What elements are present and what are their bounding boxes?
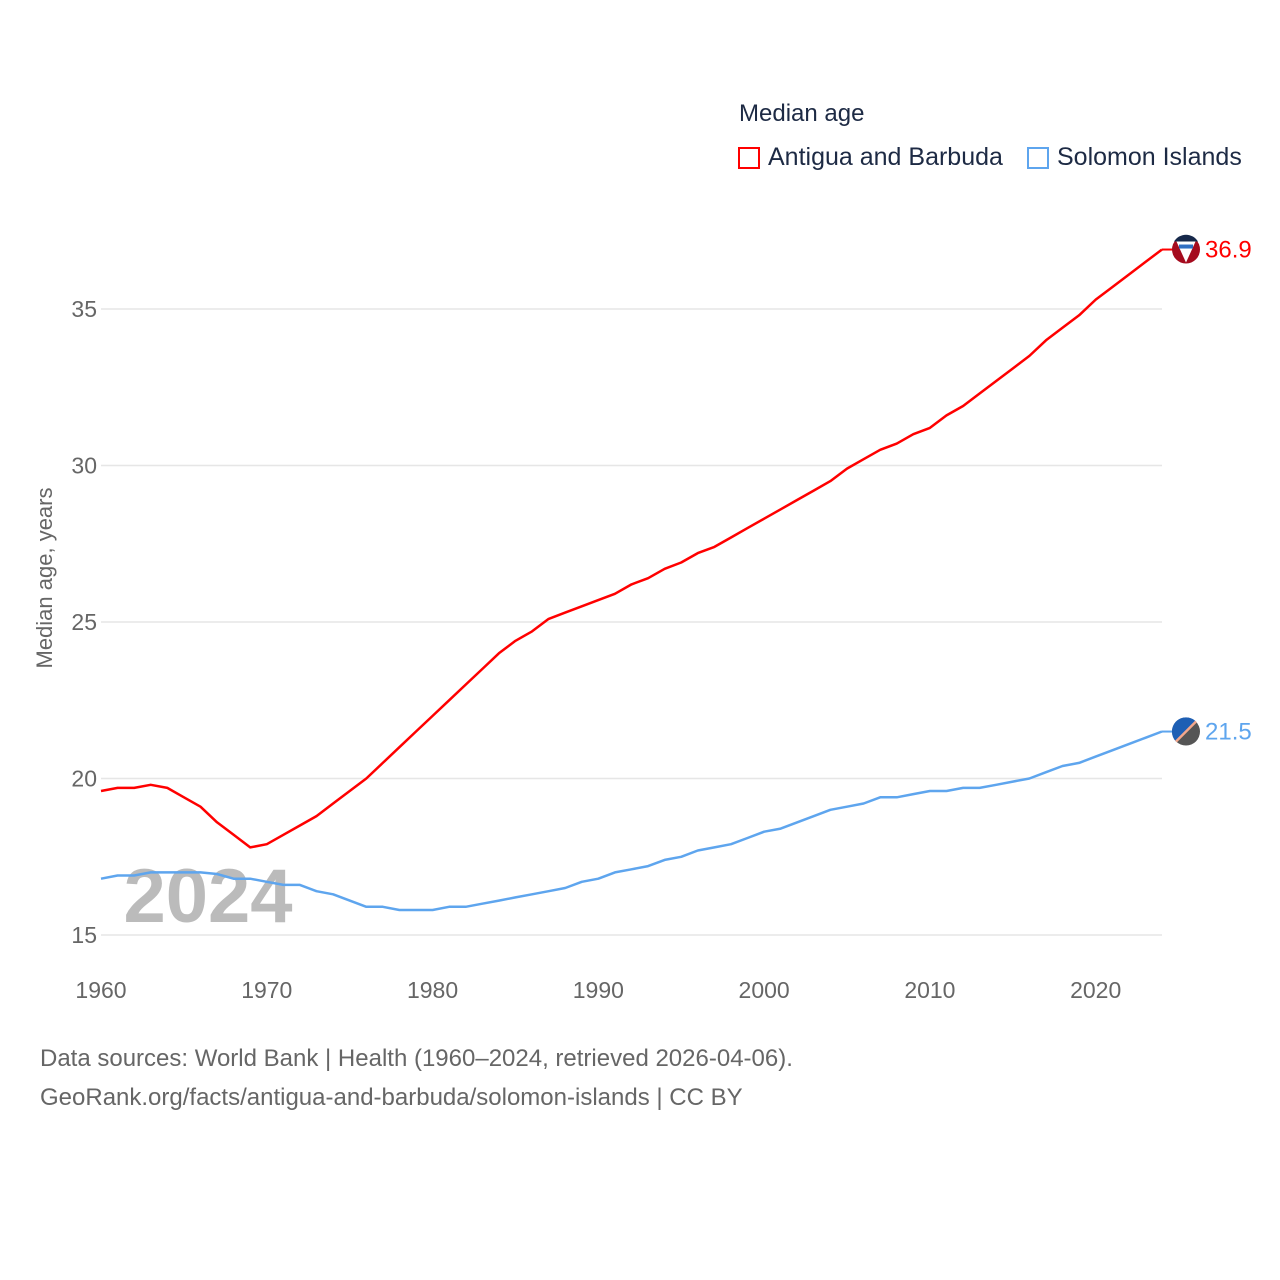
flag-stripe — [1175, 720, 1197, 743]
x-tick-label: 1990 — [573, 977, 624, 1003]
end-value-label: 21.5 — [1205, 719, 1252, 746]
x-tick-label: 1980 — [407, 977, 458, 1003]
x-tick-label: 2020 — [1070, 977, 1121, 1003]
y-tick-label: 30 — [71, 453, 97, 479]
legend-label: Antigua and Barbuda — [768, 143, 1003, 171]
x-tick-label: 1960 — [75, 977, 126, 1003]
x-tick-label: 2000 — [739, 977, 790, 1003]
year-watermark: 2024 — [123, 854, 292, 939]
legend-swatch — [1027, 146, 1049, 169]
flag-blue — [1171, 717, 1196, 742]
end-value-label: 36.9 — [1205, 237, 1252, 264]
y-tick-label: 25 — [71, 609, 97, 635]
flag-top — [1174, 234, 1198, 242]
legend-swatch — [738, 146, 760, 169]
flag-band — [1179, 244, 1193, 249]
y-tick-label: 15 — [71, 922, 97, 948]
x-tick-label: 2010 — [904, 977, 955, 1003]
series-line-solomon-islands — [100, 730, 1163, 912]
y-tick-label: 20 — [71, 766, 97, 792]
legend-item-antigua[interactable]: Antigua and Barbuda — [738, 143, 1003, 172]
series-line-antigua-and-barbuda — [100, 248, 1163, 849]
legend-title: Median age — [739, 100, 865, 127]
source-url[interactable]: GeoRank.org/facts/antigua-and-barbuda/so… — [40, 1084, 743, 1111]
y-tick-label: 35 — [71, 296, 97, 322]
legend-item-solomon[interactable]: Solomon Islands — [1027, 143, 1242, 172]
source-line: Data sources: World Bank | Health (1960–… — [40, 1045, 793, 1072]
legend-label: Solomon Islands — [1057, 143, 1242, 171]
x-tick-label: 1970 — [241, 977, 292, 1003]
